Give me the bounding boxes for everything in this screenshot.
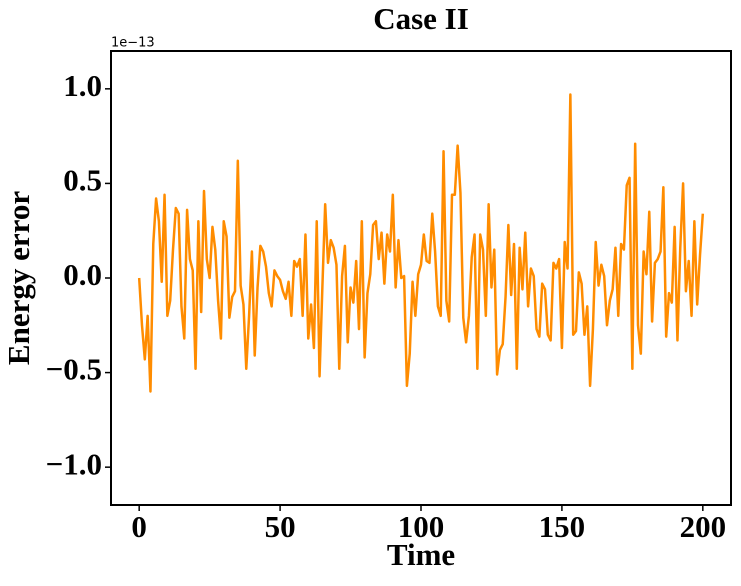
data-line: [137, 93, 705, 393]
x-tick-label: 150: [539, 509, 586, 544]
x-tick-label: 50: [265, 509, 296, 544]
x-tick-label: 100: [398, 509, 445, 544]
y-tick-label: 1.0: [63, 68, 102, 103]
plot-frame: [110, 50, 732, 506]
y-axis-label: Energy error: [1, 191, 36, 365]
y-tick-label: 0.0: [63, 257, 102, 292]
x-tick-label: 200: [680, 509, 727, 544]
y-offset-text: 1e−13: [111, 36, 155, 51]
y-tick-label: 0.5: [63, 163, 102, 198]
y-tick-label: −0.5: [46, 352, 102, 387]
x-axis-label: Time: [387, 537, 455, 572]
x-tick-label: 0: [131, 509, 147, 544]
chart-title: Case II: [373, 1, 469, 36]
y-tick-label: −1.0: [46, 446, 102, 481]
